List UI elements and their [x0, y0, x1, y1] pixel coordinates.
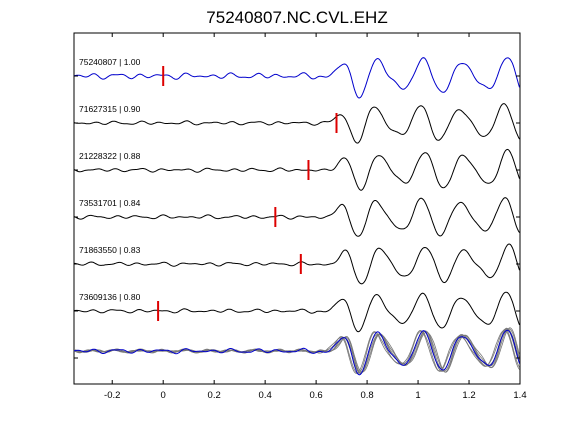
- x-tick-label: 0.4: [259, 390, 272, 401]
- trace-line: [73, 197, 520, 237]
- trace-label: 71627315 | 0.90: [79, 104, 141, 114]
- x-tick-label: 0.6: [310, 390, 323, 401]
- x-tick-label: 1.2: [462, 390, 475, 401]
- trace-1: 75240807 | 1.00: [73, 57, 520, 99]
- trace-label: 71863550 | 0.83: [79, 245, 141, 255]
- x-tick-label: 1.4: [513, 390, 526, 401]
- traces-group: 75240807 | 1.00 71627315 | 0.90 21228322 |…: [73, 57, 520, 333]
- overlay-stack-group: [73, 327, 520, 376]
- overlay-master-trace: [73, 329, 520, 376]
- overlay-trace: [73, 328, 520, 374]
- chart-title: 75240807.NC.CVL.EHZ: [206, 8, 387, 27]
- plot-frame: [73, 32, 521, 385]
- trace-2: 71627315 | 0.90: [73, 103, 520, 144]
- x-tick-label: 0: [161, 390, 166, 401]
- x-tick-label: 0.8: [360, 390, 373, 401]
- trace-line: [73, 103, 520, 144]
- x-tick-label: -0.2: [104, 390, 120, 401]
- trace-5: 71863550 | 0.83: [74, 243, 520, 285]
- trace-line: [73, 148, 520, 191]
- trace-line: [73, 291, 520, 333]
- trace-line: [74, 243, 520, 285]
- trace-3: 21228322 | 0.88: [73, 148, 520, 191]
- x-tick-label: 1: [415, 390, 420, 401]
- x-tick-label: 0.2: [208, 390, 221, 401]
- trace-label: 21228322 | 0.88: [79, 151, 141, 161]
- trace-4: 73531701 | 0.84: [73, 197, 520, 237]
- x-axis: -0.2 0 0.2 0.4 0.6 0.8 1 1.2 1.4: [74, 33, 527, 401]
- trace-label: 75240807 | 1.00: [79, 57, 141, 67]
- trace-line: [73, 57, 520, 99]
- trace-label: 73609136 | 0.80: [79, 292, 141, 302]
- trace-label: 73531701 | 0.84: [79, 198, 141, 208]
- trace-6: 73609136 | 0.80: [73, 291, 520, 333]
